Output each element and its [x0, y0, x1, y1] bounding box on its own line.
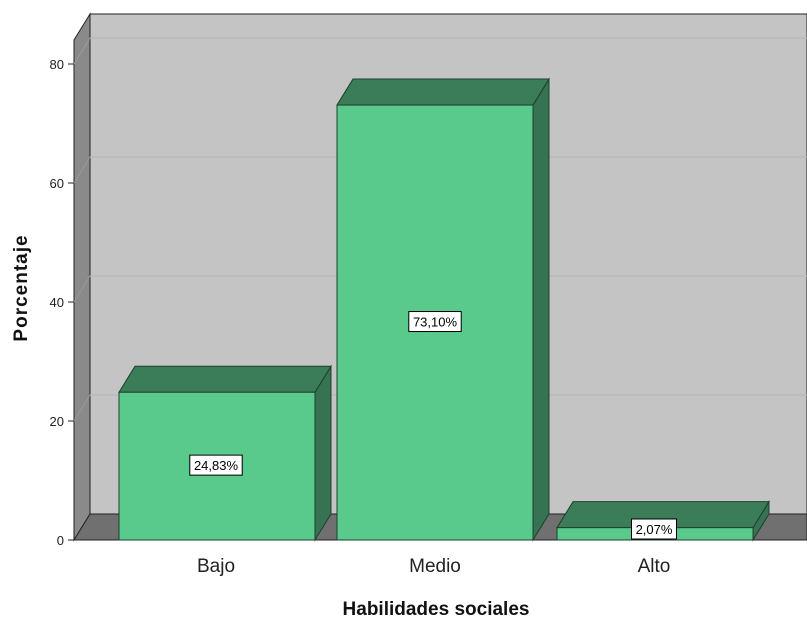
x-tick-label: Bajo [197, 556, 235, 577]
y-tick-label: 20 [50, 414, 64, 429]
x-axis-label: Habilidades sociales [343, 599, 530, 620]
gridline-side [73, 156, 91, 184]
data-label: 24,83% [194, 458, 239, 473]
bar-top-face [118, 365, 332, 393]
y-tick-label: 40 [50, 295, 64, 310]
bar-top-face [336, 78, 550, 106]
y-tick-label: 0 [57, 533, 64, 548]
data-label-box [631, 518, 677, 540]
gridline-side [73, 37, 91, 65]
x-axis-ticks: Bajo Medio Alto [197, 556, 670, 577]
y-tick-label: 60 [50, 176, 64, 191]
bar-medio: 73,10% [336, 77, 550, 542]
data-label-box [189, 454, 243, 476]
y-axis-ticks: 0 20 40 60 80 [50, 57, 74, 548]
left-wall [73, 12, 91, 542]
data-label: 73,10% [413, 315, 458, 330]
gridline-side [73, 275, 91, 303]
y-axis-label: Porcentaje [11, 234, 32, 341]
bar-front-face [118, 391, 316, 541]
bar-bajo: 24,83% [118, 364, 332, 542]
y-tick-label: 80 [50, 57, 64, 72]
bar-alto: 2,07% [556, 499, 770, 542]
x-tick-label: Alto [638, 556, 671, 577]
data-label-box [408, 311, 462, 333]
x-tick-label: Medio [409, 556, 461, 577]
data-label: 2,07% [636, 522, 673, 537]
bar-side-face [314, 364, 332, 542]
bar-side-face [532, 77, 550, 542]
bars: 24,83% 73,10% 2,07% [118, 77, 770, 542]
gridline-side [73, 394, 91, 422]
